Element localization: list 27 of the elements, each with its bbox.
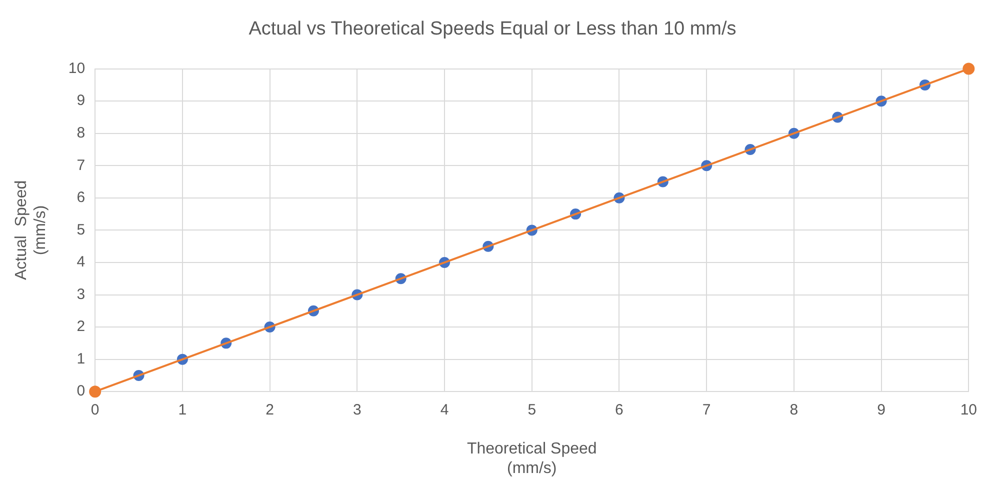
x-tick-label: 5 [528, 402, 536, 419]
x-tick-label: 2 [266, 402, 274, 419]
y-tick-label: 7 [76, 156, 86, 174]
point [89, 386, 102, 398]
y-axis-title: Actual Speed (mm/s) [13, 180, 50, 280]
y-tick-label: 0 [76, 382, 86, 400]
point [962, 62, 975, 75]
x-tick-label: 9 [877, 402, 886, 419]
y-tick-label: 6 [76, 189, 86, 206]
x-tick-label: 4 [440, 402, 449, 419]
x-tick-label: 10 [960, 402, 977, 419]
y-tick-label: 1 [76, 350, 86, 368]
y-tick-label: 8 [76, 124, 86, 142]
y-tick-label: 10 [68, 60, 86, 77]
chart-title: Actual vs Theoretical Speeds Equal or Less than 10 mm/s [248, 18, 736, 40]
x-axis-title: Theoretical Speed (mm/s) [466, 440, 597, 477]
x-tick-label: 1 [178, 402, 187, 419]
x-tick-label: 6 [615, 402, 624, 419]
x-tick-label: 0 [90, 402, 100, 419]
y-tick-label: 3 [76, 286, 86, 303]
x-tick-label: 7 [702, 402, 711, 419]
x-tick-label: 3 [352, 402, 362, 419]
y-tick-label: 9 [76, 92, 86, 110]
x-tick-label: 8 [790, 402, 798, 419]
y-tick-label: 4 [76, 254, 86, 271]
y-tick-label: 5 [76, 221, 86, 238]
y-tick-label: 2 [76, 318, 86, 336]
